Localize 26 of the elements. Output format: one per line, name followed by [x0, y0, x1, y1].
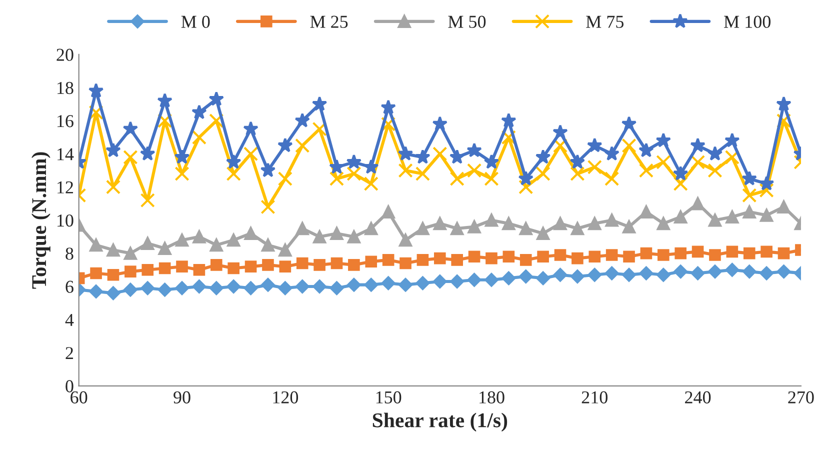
- y-tick-label: 2: [66, 347, 73, 360]
- legend-label: M 100: [724, 16, 770, 28]
- x-tick-label: 270: [788, 391, 814, 404]
- x-tick-label: 210: [582, 391, 608, 404]
- y-tick-label: 0: [66, 380, 74, 392]
- x-tick-label: 60: [70, 391, 88, 404]
- x-tick-label: 150: [376, 391, 402, 404]
- y-tick-label: 18: [58, 82, 74, 94]
- legend-label: M 75: [586, 16, 624, 28]
- y-tick-label: 6: [66, 280, 74, 293]
- x-axis-title: Shear rate (1/s): [372, 412, 508, 432]
- y-tick-label: 16: [58, 115, 74, 128]
- x-tick-label: 90: [174, 391, 190, 404]
- y-tick-label: 4: [65, 314, 74, 326]
- x-tick-label: 180: [480, 391, 504, 404]
- x-tick-label: 120: [273, 391, 298, 404]
- y-tick-label: 14: [58, 148, 74, 160]
- legend-label: M 50: [448, 16, 486, 28]
- y-tick-label: 20: [56, 48, 74, 61]
- x-tick-label: 240: [685, 391, 711, 404]
- y-tick-label: 12: [58, 181, 73, 194]
- legend-label: M 25: [310, 16, 348, 28]
- y-tick-label: 8: [66, 248, 74, 260]
- legend-label: M 0: [181, 16, 210, 28]
- y-tick-label: 10: [58, 214, 74, 227]
- y-axis-title: Torque (N.mm): [31, 152, 50, 289]
